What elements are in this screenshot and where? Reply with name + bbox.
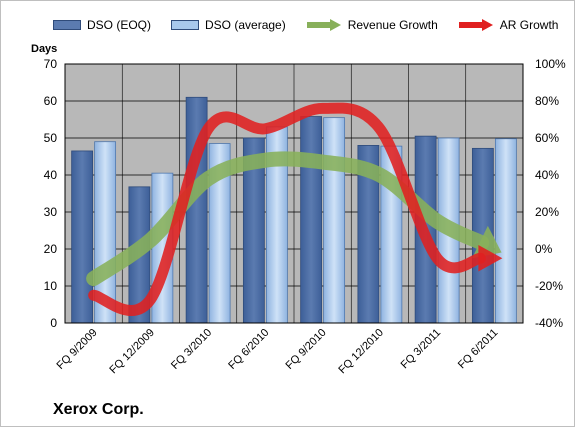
y2-tick-label: 20% bbox=[535, 205, 559, 219]
ar-growth-arrowhead bbox=[478, 245, 503, 272]
x-tick-label: FQ 12/2010 bbox=[336, 327, 386, 377]
legend-item-ar-growth: AR Growth bbox=[458, 18, 559, 32]
legend-arrow-revenue-growth bbox=[306, 19, 341, 31]
legend: DSO (EOQ) DSO (average) Revenue Growth A… bbox=[53, 18, 575, 32]
y2-tick-label: 60% bbox=[535, 131, 559, 145]
y2-tick-label: 80% bbox=[535, 94, 559, 108]
revenue-growth-line bbox=[86, 151, 490, 287]
legend-item-dso-average: DSO (average) bbox=[171, 18, 286, 32]
x-tick-label: FQ 9/2009 bbox=[55, 327, 100, 372]
y-tick-label: 70 bbox=[44, 57, 58, 71]
y-tick-label: 50 bbox=[44, 131, 58, 145]
x-tick-label: FQ 9/2010 bbox=[284, 327, 329, 372]
bar-dso-average bbox=[494, 138, 517, 324]
y2-tick-label: -40% bbox=[535, 316, 563, 330]
legend-swatch-dso-eoq bbox=[53, 20, 81, 30]
legend-item-dso-eoq: DSO (EOQ) bbox=[53, 18, 151, 32]
y-tick-label: 40 bbox=[44, 168, 58, 182]
ar-growth-line bbox=[88, 102, 486, 316]
y2-tick-label: 0% bbox=[535, 242, 553, 256]
y-tick-label: 10 bbox=[44, 279, 58, 293]
legend-swatch-dso-average bbox=[171, 20, 200, 30]
y2-tick-label: 40% bbox=[535, 168, 559, 182]
y-tick-label: 30 bbox=[44, 205, 58, 219]
y2-tick-label: 100% bbox=[535, 57, 566, 71]
legend-label-ar-growth: AR Growth bbox=[499, 18, 559, 32]
y-tick-label: 60 bbox=[44, 94, 58, 108]
bar-dso-eoq bbox=[300, 116, 323, 324]
y-axis-label: Days bbox=[31, 43, 58, 55]
x-tick-label: FQ 6/2011 bbox=[456, 327, 501, 372]
x-tick-label: FQ 3/2010 bbox=[169, 327, 214, 372]
legend-label-revenue-growth: Revenue Growth bbox=[347, 18, 438, 32]
y2-tick-label: -20% bbox=[535, 279, 563, 293]
legend-label-dso-average: DSO (average) bbox=[205, 18, 286, 32]
x-tick-label: FQ 3/2011 bbox=[399, 327, 444, 372]
y-tick-label: 0 bbox=[50, 316, 57, 330]
x-tick-label: FQ 12/2009 bbox=[107, 327, 157, 377]
legend-arrow-ar-growth bbox=[458, 19, 493, 31]
legend-item-revenue-growth: Revenue Growth bbox=[306, 18, 438, 32]
x-tick-label: FQ 6/2010 bbox=[226, 327, 271, 372]
legend-label-dso-eoq: DSO (EOQ) bbox=[87, 18, 152, 32]
y-tick-label: 20 bbox=[44, 242, 58, 256]
plot-border bbox=[64, 63, 524, 324]
bar-dso-average bbox=[323, 117, 346, 324]
company-name: Xerox Corp. bbox=[53, 401, 144, 418]
